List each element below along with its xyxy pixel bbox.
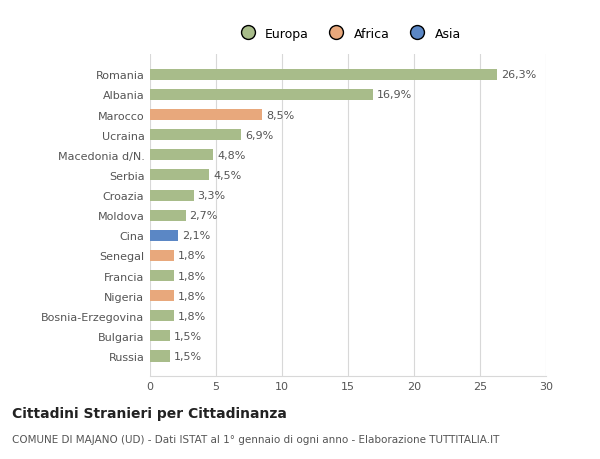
Bar [150,130,241,141]
Bar [150,230,178,241]
Bar [150,311,174,322]
Bar [150,170,209,181]
Text: 1,8%: 1,8% [178,251,206,261]
Text: 1,8%: 1,8% [178,271,206,281]
Text: 4,5%: 4,5% [214,171,242,180]
Bar [150,70,497,81]
Text: 3,3%: 3,3% [197,190,226,201]
Bar [150,291,174,302]
Bar [150,150,214,161]
Bar [150,351,170,362]
Bar [150,210,185,221]
Text: COMUNE DI MAJANO (UD) - Dati ISTAT al 1° gennaio di ogni anno - Elaborazione TUT: COMUNE DI MAJANO (UD) - Dati ISTAT al 1°… [12,434,499,444]
Text: 1,8%: 1,8% [178,311,206,321]
Text: 8,5%: 8,5% [266,110,295,120]
Text: 2,1%: 2,1% [182,231,210,241]
Bar [150,330,170,341]
Legend: Europa, Africa, Asia: Europa, Africa, Asia [230,23,466,46]
Text: 1,5%: 1,5% [174,331,202,341]
Text: 2,7%: 2,7% [190,211,218,221]
Bar [150,190,194,201]
Text: Cittadini Stranieri per Cittadinanza: Cittadini Stranieri per Cittadinanza [12,406,287,420]
Bar [150,90,373,101]
Bar [150,270,174,281]
Bar [150,250,174,262]
Text: 26,3%: 26,3% [501,70,536,80]
Text: 1,8%: 1,8% [178,291,206,301]
Text: 4,8%: 4,8% [217,151,245,161]
Text: 16,9%: 16,9% [377,90,412,100]
Text: 1,5%: 1,5% [174,351,202,361]
Bar [150,110,262,121]
Text: 6,9%: 6,9% [245,130,273,140]
